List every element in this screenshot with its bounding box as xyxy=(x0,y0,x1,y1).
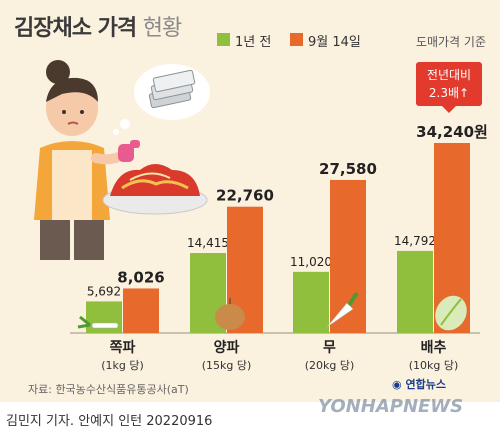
category-unit-2: (20kg 당) xyxy=(305,359,355,372)
category-unit-0: (1kg 당) xyxy=(101,359,144,372)
cabbage-vein-icon xyxy=(440,298,462,326)
onion-icon xyxy=(215,304,245,330)
data-label-last-year-1: 14,415 xyxy=(187,236,229,250)
radish-leaf-icon xyxy=(347,291,359,307)
data-label-last-year-3: 14,792 xyxy=(394,234,436,248)
callout-line2: 2.3배↑ xyxy=(428,86,470,100)
callout-pointer xyxy=(441,105,457,113)
category-label-3: 배추 xyxy=(421,340,447,356)
source-note: 자료: 한국농수산식품유통공사(aT) xyxy=(28,383,189,396)
money-stack-icon xyxy=(148,69,196,109)
footer xyxy=(0,402,500,437)
category-label-1: 양파 xyxy=(214,340,240,356)
credit-line: 김민지 기자. 안예지 인턴 20220916 xyxy=(6,414,213,429)
data-label-this-year-1: 22,760 xyxy=(216,187,274,205)
bar-last-year-0 xyxy=(86,301,122,333)
category-unit-3: (10kg 당) xyxy=(409,359,459,372)
watermark: YONHAPNEWS xyxy=(318,396,464,417)
logo-icon: ◉ xyxy=(392,378,402,391)
price-basis-note: 도매가격 기준 xyxy=(415,35,486,49)
category-unit-1: (15kg 당) xyxy=(202,359,252,372)
legend-label-last-year: 1년 전 xyxy=(235,35,272,50)
illustration-woman-with-kimchi xyxy=(34,60,210,260)
bar-this-year-0 xyxy=(123,288,159,333)
data-label-last-year-2: 11,020 xyxy=(290,255,332,269)
legend-swatch-this-year xyxy=(290,33,303,46)
callout-line1: 전년대비 xyxy=(426,68,472,82)
radish-icon xyxy=(326,302,354,328)
yonhap-logo: ◉ 연합뉴스 xyxy=(392,376,446,392)
green-onion-leaf-icon xyxy=(77,315,91,329)
chart-title: 김장채소 가격 현황 xyxy=(14,16,182,41)
increase-callout: 전년대비 2.3배↑ xyxy=(416,62,482,106)
rubber-glove-icon xyxy=(118,140,140,162)
bar-last-year-2 xyxy=(293,271,329,333)
legend-label-this-year: 9월 14일 xyxy=(308,35,361,50)
data-label-this-year-3: 34,240원 xyxy=(416,123,488,141)
data-label-this-year-0: 8,026 xyxy=(117,268,164,286)
kimchi-bowl-icon xyxy=(102,164,208,215)
legend-swatch-last-year xyxy=(217,33,230,46)
data-label-this-year-2: 27,580 xyxy=(319,160,377,178)
data-label-last-year-0: 5,692 xyxy=(87,284,121,298)
category-label-0: 쪽파 xyxy=(110,340,136,356)
logo-text: 연합뉴스 xyxy=(405,378,446,391)
green-onion-icon xyxy=(91,322,119,329)
category-label-2: 무 xyxy=(323,340,336,356)
bar-chart: 5,692 14,415 11,020 14,792 8,026 22,760 27,580… xyxy=(70,123,488,372)
bar-last-year-3 xyxy=(397,250,433,333)
